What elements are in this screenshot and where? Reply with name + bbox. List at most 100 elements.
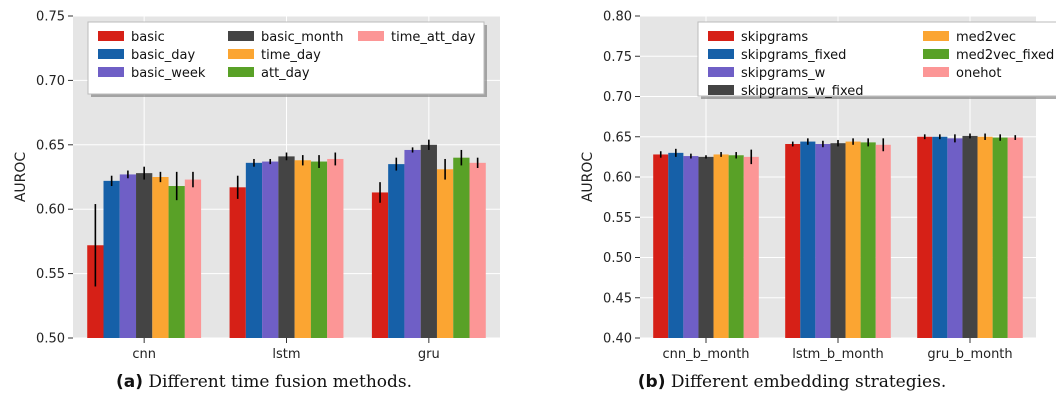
y-axis-label: AUROC [580, 152, 596, 203]
bar [453, 157, 470, 338]
bar [962, 135, 978, 338]
bar [168, 186, 185, 338]
bar [713, 154, 729, 338]
bar [103, 180, 120, 338]
bar [310, 161, 328, 338]
legend-swatch [228, 31, 254, 41]
bar [87, 245, 104, 338]
legend-swatch [228, 49, 254, 59]
bar [119, 174, 137, 338]
y-tick-label: 0.50 [36, 332, 65, 347]
caption-a: (a) Different time fusion methods. [0, 372, 528, 392]
y-tick-label: 0.80 [603, 10, 632, 25]
bar [668, 152, 684, 338]
chart-panel-b: 0.40 0.45 0.50 0.55 0.60 0.65 0.70 0.75 0.80 cnn_… [528, 0, 1056, 402]
bar [743, 156, 759, 338]
x-tick-label: gru [418, 347, 440, 362]
bar [977, 136, 993, 338]
caption-a-text: Different time fusion methods. [148, 372, 413, 392]
legend-swatch [923, 49, 949, 59]
bar [245, 162, 263, 338]
y-tick-label: 0.75 [36, 10, 65, 25]
bar [830, 143, 846, 338]
bar [683, 156, 699, 338]
bar [436, 169, 454, 338]
y-axis-label: AUROC [13, 152, 29, 203]
bar [875, 144, 891, 338]
legend-label: skipgrams_w [741, 66, 826, 81]
bar [152, 177, 169, 338]
bar [860, 142, 876, 338]
bar [388, 164, 405, 338]
legend-swatch [98, 31, 124, 41]
caption-b-label: (b) [637, 372, 666, 392]
legend-swatch [358, 31, 384, 41]
bar [932, 136, 948, 338]
y-tick-label: 0.70 [36, 74, 65, 89]
legend-swatch [98, 49, 124, 59]
legend-swatch [923, 31, 949, 41]
y-tick-label: 0.50 [603, 251, 632, 266]
bar [698, 156, 714, 338]
bar [229, 187, 246, 338]
legend-label: basic_month [261, 30, 343, 45]
x-tick-label: lstm_b_month [792, 347, 884, 362]
legend-swatch [228, 67, 254, 77]
legend-label: skipgrams_fixed [741, 48, 846, 63]
bar [917, 136, 933, 338]
y-tick-label: 0.70 [603, 90, 632, 105]
x-tick-label: cnn [132, 347, 156, 362]
y-tick-label: 0.60 [603, 171, 632, 186]
y-tick-label: 0.45 [603, 291, 632, 306]
bar [469, 162, 486, 338]
x-tick-label: gru_b_month [927, 347, 1012, 362]
y-tick-label: 0.60 [36, 203, 65, 218]
x-tick-label: cnn_b_month [662, 347, 749, 362]
bar [815, 143, 831, 338]
chart-a-svg: 0.50 0.55 0.60 0.65 0.70 0.75 cnn lstm gru AUROC b… [13, 10, 500, 362]
bar [653, 154, 669, 338]
bar [184, 179, 202, 338]
legend-label: basic [131, 30, 165, 45]
legend-label: time_day [261, 48, 321, 63]
legend-label: basic_day [131, 48, 195, 63]
bar [278, 156, 295, 338]
bar [947, 138, 963, 338]
legend-label: med2vec [956, 30, 1016, 45]
chart-panel-a: 0.50 0.55 0.60 0.65 0.70 0.75 cnn lstm gru AUROC b… [13, 10, 500, 362]
bar [262, 161, 279, 338]
legend-swatch [708, 85, 734, 95]
y-tick-label: 0.65 [36, 138, 65, 153]
bar [800, 141, 816, 338]
legend-swatch [923, 67, 949, 77]
bar [992, 137, 1008, 338]
bar [294, 160, 311, 338]
y-tick-label: 0.55 [36, 267, 65, 282]
y-tick-label: 0.40 [603, 332, 632, 347]
y-tick-label: 0.65 [603, 130, 632, 145]
bar [371, 192, 389, 338]
legend-label: att_day [261, 66, 310, 81]
bar [404, 149, 421, 338]
bar [420, 144, 437, 338]
bar [1007, 137, 1023, 338]
legend-swatch [708, 49, 734, 59]
caption-a-label: (a) [115, 372, 143, 392]
caption-b: (b) Different embedding strategies. [528, 372, 1056, 392]
legend-swatch [98, 67, 124, 77]
legend-label: skipgrams [741, 30, 808, 45]
y-tick-label: 0.75 [603, 50, 632, 65]
bar [327, 158, 344, 338]
chart-b-svg: 0.40 0.45 0.50 0.55 0.60 0.65 0.70 0.75 0.80 cnn_… [580, 10, 1056, 362]
bar [785, 143, 801, 338]
legend-box [697, 21, 1056, 97]
x-tick-label: lstm [272, 347, 300, 362]
legend-label: basic_week [131, 66, 206, 81]
y-tick-label: 0.55 [603, 211, 632, 226]
bar [845, 141, 861, 338]
legend-label: time_att_day [391, 30, 476, 45]
legend-label: skipgrams_w_fixed [741, 84, 864, 99]
bar [136, 173, 153, 338]
legend-label: onehot [956, 66, 1001, 81]
bar [728, 155, 744, 338]
